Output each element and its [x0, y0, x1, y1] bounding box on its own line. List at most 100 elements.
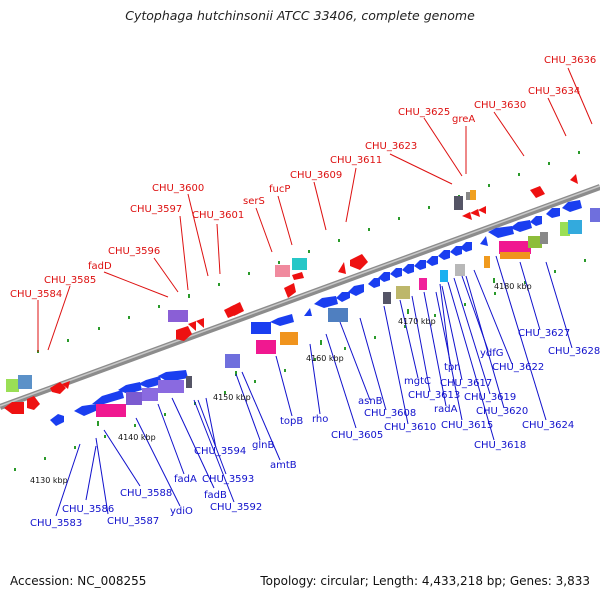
gene-label: CHU_3613 [408, 390, 460, 401]
gene-forward [478, 206, 486, 214]
top-leader-lines [37, 67, 593, 352]
gene-cds [440, 270, 448, 282]
gene-label: fadD [88, 261, 112, 272]
gene-cds [168, 310, 188, 322]
gene-forward [62, 381, 70, 389]
gene-cds [590, 208, 600, 222]
gene-label: CHU_3600 [152, 183, 204, 194]
genome-backbone [0, 184, 600, 410]
gene-reverse [450, 246, 462, 256]
tick-label: 4160 kbp [306, 354, 344, 363]
gene-cds [275, 265, 290, 277]
gene-reverse [138, 376, 162, 388]
tick-label: 4150 kbp [213, 393, 251, 402]
gene-label: fadB [204, 490, 227, 501]
gene-cds [251, 322, 271, 334]
gene-reverse [336, 292, 350, 302]
gene-reverse [546, 208, 560, 218]
gene-label: glnB [252, 440, 274, 451]
gene-forward [196, 318, 204, 328]
gene-reverse [368, 278, 380, 288]
gene-label: ydfG [480, 348, 504, 359]
gene-cds [540, 232, 548, 244]
position-ticks: 4130 kbp 4140 kbp 4150 kbp 4160 kbp 4170… [30, 282, 532, 485]
gene-cds [292, 258, 307, 270]
gene-label: CHU_3605 [331, 430, 383, 441]
gene-cds [158, 380, 184, 393]
gene-reverse [378, 272, 390, 282]
tick-label: 4130 kbp [30, 476, 68, 485]
gene-label: CHU_3624 [522, 420, 574, 431]
gene-cds [470, 190, 476, 200]
gene-cds [18, 375, 32, 389]
gene-reverse [530, 216, 542, 226]
gene-reverse [460, 242, 472, 252]
gene-forward [530, 186, 545, 198]
gene-reverse [438, 250, 450, 260]
gene-cds [484, 256, 490, 268]
gene-label: amtB [270, 460, 297, 471]
gene-label: CHU_3587 [107, 516, 159, 527]
gene-label: CHU_3583 [30, 518, 82, 529]
page-title: Cytophaga hutchinsonii ATCC 33406, compl… [125, 8, 475, 23]
gene-cds [500, 252, 530, 259]
gene-forward [338, 262, 346, 274]
gene-reverse [50, 414, 64, 426]
gene-cds [225, 354, 240, 368]
gene-cds [419, 278, 427, 290]
accession-text: Accession: NC_008255 [10, 574, 147, 588]
gene-label: CHU_3627 [518, 328, 570, 339]
gene-reverse [270, 314, 294, 326]
gene-forward [570, 174, 578, 184]
gene-cds [528, 236, 542, 248]
gene-cds [328, 308, 348, 322]
top-gene-labels: CHU_3584 CHU_3585 fadD CHU_3596 CHU_3597… [10, 55, 596, 300]
gene-reverse [348, 284, 364, 296]
gene-cds [396, 286, 410, 299]
gene-cds [568, 220, 582, 234]
forward-genes [4, 174, 578, 414]
gene-cds [142, 388, 158, 401]
gene-reverse [414, 260, 426, 270]
gene-forward [4, 402, 24, 414]
gene-label: CHU_3585 [44, 275, 96, 286]
gene-label: CHU_3592 [210, 502, 262, 513]
gene-label: CHU_3623 [365, 141, 417, 152]
gene-label: mgtC [404, 376, 431, 387]
gene-reverse [158, 370, 188, 382]
gene-cds [126, 392, 142, 405]
tick-label: 4140 kbp [118, 433, 156, 442]
gene-cds [96, 404, 126, 417]
gene-cds [454, 196, 463, 210]
gene-forward [350, 254, 368, 270]
gene-reverse [314, 296, 338, 308]
gene-cds [383, 292, 391, 304]
gene-reverse [402, 264, 414, 274]
gene-label: CHU_3622 [492, 362, 544, 373]
gene-label: CHU_3636 [544, 55, 596, 66]
gene-label: CHU_3588 [120, 488, 172, 499]
gene-label: CHU_3625 [398, 107, 450, 118]
gene-reverse [92, 390, 124, 404]
gene-reverse [510, 220, 532, 232]
gene-reverse [390, 268, 402, 278]
gene-label: CHU_3596 [108, 246, 160, 257]
gene-cds [6, 379, 19, 392]
bottom-leader-lines [55, 255, 573, 517]
gene-forward [470, 209, 480, 217]
gene-label: CHU_3634 [528, 86, 580, 97]
reverse-genes [50, 200, 600, 426]
gene-label: CHU_3619 [464, 392, 516, 403]
gene-label: CHU_3617 [440, 378, 492, 389]
gene-forward [462, 212, 472, 220]
gene-label: fadA [174, 474, 197, 485]
gene-label: tpn [444, 362, 461, 373]
gene-reverse [426, 256, 438, 266]
gene-label: radA [434, 404, 458, 415]
gene-forward [176, 326, 192, 341]
gene-reverse [118, 382, 142, 394]
gene-label: ydiO [170, 506, 193, 517]
gene-reverse [562, 200, 582, 212]
gene-reverse [74, 404, 98, 416]
